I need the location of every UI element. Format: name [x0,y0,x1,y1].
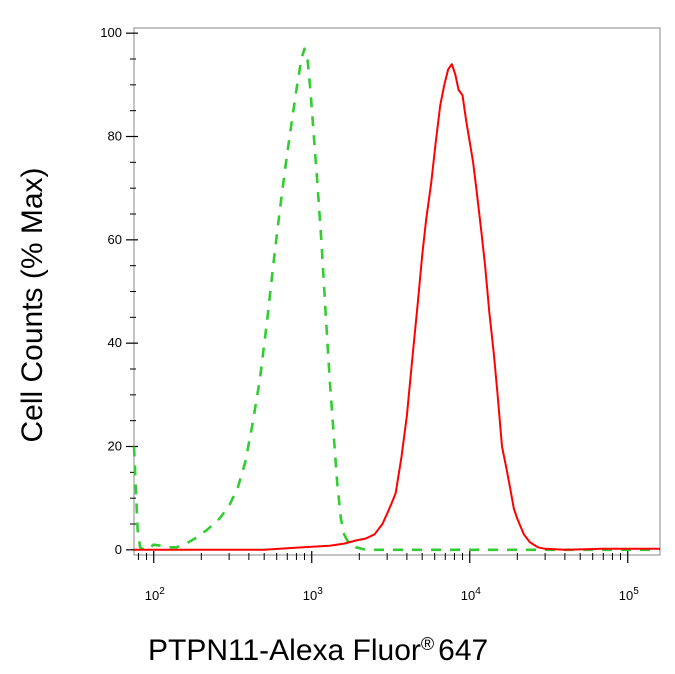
x-tick-label: 102 [145,586,165,603]
plot-frame [133,27,661,556]
x-tick-exponent: 3 [317,586,323,597]
x-tick-exponent: 5 [633,586,639,597]
y-tick-label: 80 [108,129,122,144]
y-tick-label: 60 [108,232,122,247]
x-axis-label-main: PTPN11-Alexa Fluor [148,634,421,667]
x-axis-ticks: 102 103 104 105 [137,551,639,603]
x-tick-exponent: 4 [475,586,481,597]
y-axis-ticks: 0 20 40 60 80 100 [100,25,138,557]
x-tick-base: 10 [303,588,317,603]
series-layer [132,47,660,552]
y-tick-label: 0 [115,542,122,557]
x-tick-label: 103 [303,586,323,603]
series-line-0 [132,47,660,552]
x-tick-base: 10 [145,588,159,603]
x-tick-label: 104 [461,586,481,603]
x-tick-exponent: 2 [159,586,165,597]
x-tick-base: 10 [461,588,475,603]
x-tick-base: 10 [619,588,633,603]
y-axis-label: Cell Counts (% Max) [16,167,49,442]
x-axis-label: PTPN11-Alexa Fluor® 647 [148,634,488,667]
x-axis-label-suffix: 647 [438,634,488,667]
x-axis-label-mark: ® [421,634,434,654]
series-line-1 [134,63,660,551]
x-tick-label: 105 [619,586,639,603]
y-tick-label: 100 [100,25,122,40]
y-tick-label: 40 [108,335,122,350]
y-tick-label: 20 [108,439,122,454]
